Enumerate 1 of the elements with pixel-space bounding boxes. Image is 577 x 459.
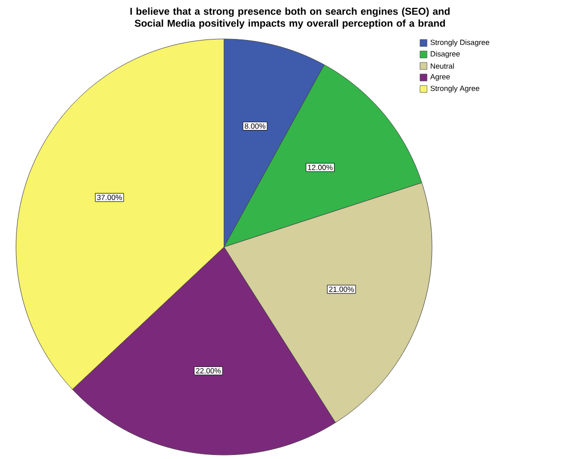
chart-title: I believe that a strong presence both on search engines (SEO) and Social Media positively impacts my overall perception of a brand bbox=[130, 8, 450, 29]
